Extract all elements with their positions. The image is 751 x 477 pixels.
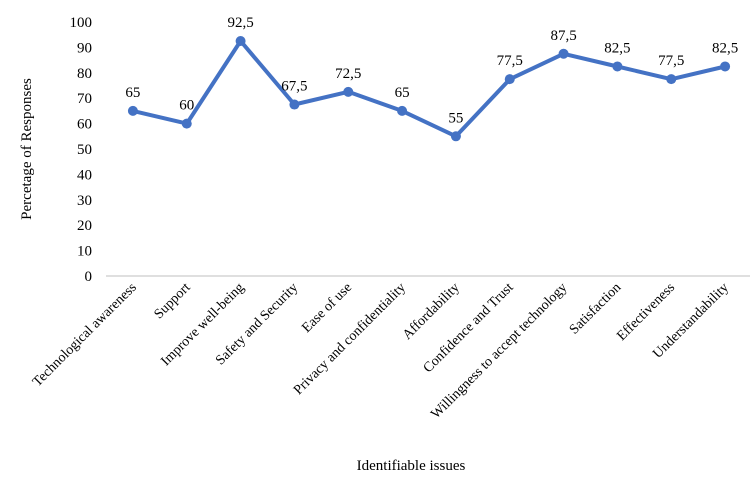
data-label: 67,5	[281, 79, 307, 95]
data-point	[289, 99, 300, 110]
y-tick-label: 40	[77, 167, 92, 183]
x-axis-title: Identifiable issues	[357, 458, 466, 474]
data-label: 77,5	[658, 53, 684, 69]
y-tick-label: 100	[70, 15, 93, 31]
data-point	[127, 105, 138, 116]
x-tick-label: Confidence and Trust	[421, 280, 517, 376]
data-label: 87,5	[550, 28, 576, 44]
y-tick-label: 60	[77, 117, 92, 133]
y-tick-label: 0	[85, 269, 93, 285]
x-tick-label: Privacy and confidentiality	[291, 280, 409, 398]
x-tick-label: Technological awareness	[30, 280, 140, 390]
data-point	[666, 74, 677, 85]
data-label: 92,5	[227, 15, 253, 31]
data-label: 82,5	[604, 40, 630, 56]
data-label: 60	[179, 98, 194, 114]
data-label: 65	[395, 85, 410, 101]
data-point	[235, 36, 246, 47]
y-tick-label: 50	[77, 142, 92, 158]
data-label: 55	[448, 110, 463, 126]
data-label: 82,5	[712, 40, 738, 56]
data-point	[397, 105, 408, 116]
y-tick-label: 80	[77, 66, 92, 82]
x-tick-label: Satisfaction	[567, 280, 624, 337]
data-point	[720, 61, 731, 72]
x-tick-label: Support	[152, 280, 194, 322]
data-point	[181, 118, 192, 129]
data-label: 65	[125, 85, 140, 101]
y-tick-label: 90	[77, 40, 92, 56]
data-point	[504, 74, 515, 85]
data-label: 72,5	[335, 66, 361, 82]
y-axis-title: Percetage of Responses	[19, 78, 35, 220]
data-point	[558, 48, 569, 59]
x-tick-label: Ease of use	[299, 280, 355, 336]
data-point	[450, 131, 461, 142]
y-tick-label: 70	[77, 91, 92, 107]
y-tick-label: 10	[77, 244, 92, 260]
data-point	[343, 86, 354, 97]
y-tick-label: 20	[77, 218, 92, 234]
y-tick-label: 30	[77, 193, 92, 209]
data-point	[612, 61, 623, 72]
data-label: 77,5	[497, 53, 523, 69]
series-line	[130, 39, 728, 139]
